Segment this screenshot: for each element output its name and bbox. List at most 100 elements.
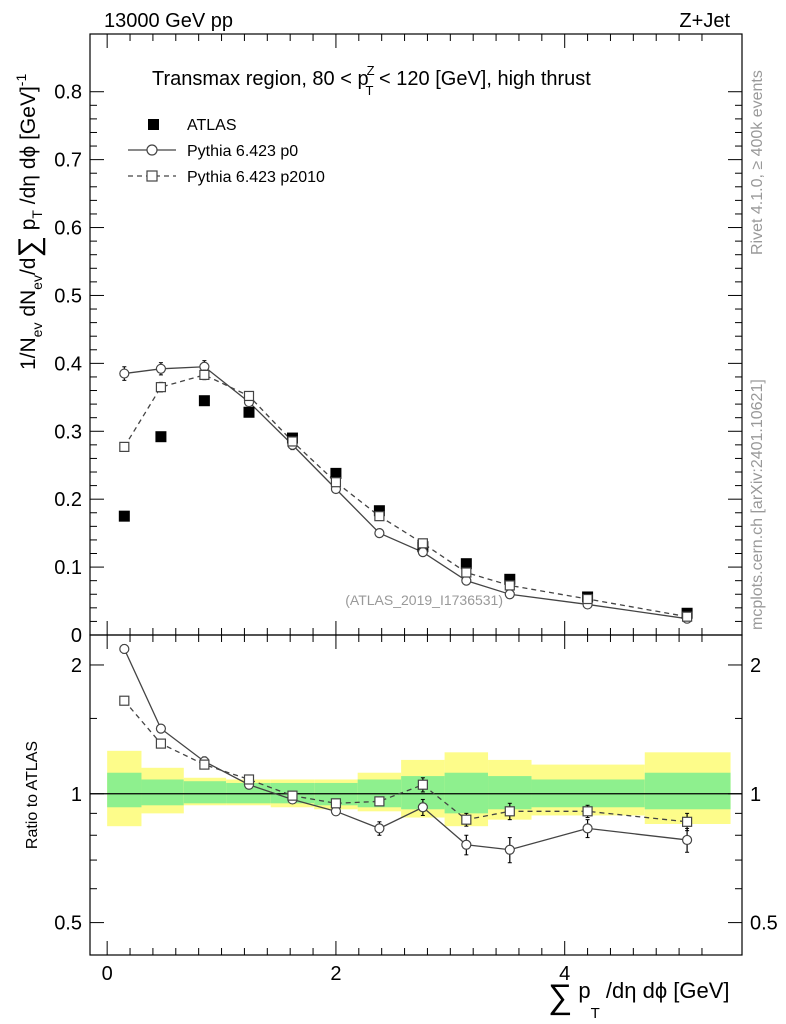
ratio-band-inner [183,781,227,804]
p2010-point [287,436,298,447]
p2010-point [582,593,593,605]
ratio-p2010-point [374,796,385,807]
ratio-series-line-0 [123,648,688,851]
main-ytick-label: 0.1 [54,557,82,579]
ylabel-part-c: /d [17,258,40,276]
ratio-band-inner [141,779,184,806]
ratio-p2010-point [417,779,428,790]
p0-point [504,589,515,600]
ratio-markers [119,643,693,864]
plot-title-pre: Transmax region, 80 < p [152,68,369,90]
ratio-series-line-1 [123,700,688,823]
main-panel: 0 0.1 0.2 0.3 0.4 0.5 0.6 0.7 0.8 Transmax regio… [13,33,743,647]
ratio-p0-point [681,834,693,846]
main-ytick-label: 0 [71,625,82,647]
ratio-p0-point [119,643,130,655]
header-left: 13000 GeV pp [104,10,233,32]
legend-p0-label: Pythia 6.423 p0 [187,143,298,160]
legend-p0-marker [146,144,158,156]
ratio-p2010-point [243,774,255,785]
ratio-p2010-point [119,695,130,706]
p2010-point [330,477,342,488]
atlas-data-point [460,558,472,570]
ratio-ytick-label: 1 [71,784,82,806]
ratio-p2010-point [330,798,342,809]
xlabel-sum-symbol: ∑ [548,978,572,1016]
atlas-data-point [198,395,210,407]
ratio-band-inner [107,772,142,808]
p2010-point [199,369,210,381]
xlabel: ∑ pT /dη dϕ [GeV] [548,978,730,1022]
xlabel-rest: /dη dϕ [GeV] [600,978,730,1003]
ratio-p2010-point [287,790,298,801]
ylabel-part-e: /dη dϕ [GeV] [17,86,40,210]
ratio-ytick-label-right: 1 [750,784,761,806]
p0-point [155,363,167,374]
main-series-line-1 [124,366,688,620]
ratio-frame [89,634,743,956]
atlas-data-point [243,406,255,418]
plot-title: Transmax region, 80 < pZ T < 120 [GeV], h… [152,63,591,98]
p2010-point [155,382,167,393]
ratio-xtick-label: 4 [559,963,570,985]
legend-p2010-label: Pythia 6.423 p2010 [187,169,325,186]
ylabel-part-a: 1/N [17,337,40,370]
main-ytick-label: 0.3 [54,421,82,443]
ratio-band-inner [644,772,731,810]
analysis-watermark: (ATLAS_2019_I1736531) [345,592,503,608]
ratio-p0-point [374,823,385,834]
p2010-point [417,538,428,549]
p0-point [119,368,130,379]
ratio-p2010-point [199,759,210,770]
ratio-p2010-point [504,806,515,817]
xlabel-p: p [572,978,590,1003]
p2010-point [461,567,472,578]
ratio-ytick-label: 2 [71,655,82,677]
ratio-p0-point [461,839,472,850]
main-ytick-label: 0.5 [54,285,82,307]
p2010-point [374,511,385,522]
main-ytick-label: 0.7 [54,150,82,172]
main-markers [118,360,693,624]
ylabel-sum-symbol: ∑ [13,236,46,257]
ratio-p0-point [504,844,515,855]
main-ytick-label: 0.2 [54,489,82,511]
ylabel-part-b: dN [17,290,40,323]
p2010-point [681,611,693,622]
ratio-band-inner [444,772,489,814]
main-axis-ticks: 0 0.1 0.2 0.3 0.4 0.5 0.6 0.7 0.8 [54,34,742,647]
ratio-xtick-label: 2 [330,963,341,985]
ratio-panel: 0.5 0.5 1 1 2 2 0 2 4 Ratio to ATLAS [24,634,778,985]
ratio-p0-point [417,802,428,813]
main-series-lines [123,366,688,620]
ratio-p2010-point [582,806,593,817]
ylabel-part-d: p [17,219,40,237]
legend-atlas-label: ATLAS [187,117,237,134]
ratio-ylabel: Ratio to ATLAS [24,741,41,849]
ratio-ytick-label-right: 0.5 [750,913,778,935]
ratio-xtick-label: 0 [102,963,113,985]
atlas-data-point [504,573,516,585]
p2010-point [119,441,130,452]
main-ylabel: 1/Nev dNev/d∑ pT /dη dϕ [GeV]-1 [13,74,46,370]
ylabel-part-b-sub: ev [29,275,45,290]
plot-title-sub: T [366,83,374,98]
legend: ATLAS Pythia 6.423 p0 Pythia 6.423 p2010 [128,117,325,186]
plot-title-sup: Z [367,63,375,78]
xlabel-p-sub: T [591,1005,600,1022]
atlas-data-point [118,510,130,522]
main-ytick-label: 0.6 [54,218,82,240]
rivet-label: Rivet 4.1.0, ≥ 400k events [749,70,766,255]
ratio-axis-ticks: 0.5 0.5 1 1 2 2 0 2 4 [54,635,778,985]
ratio-p0-point [582,823,593,834]
atlas-data-point [373,505,385,517]
legend-p2010-marker [146,170,158,182]
ratio-ytick-label-right: 2 [750,655,761,677]
atlas-data-point [330,467,342,479]
plot-title-post: < 120 [GeV], high thrust [374,68,592,90]
ylabel-part-e-sup: -1 [13,74,29,87]
p2010-point [243,390,255,402]
p0-point [417,547,428,558]
main-ytick-label: 0.4 [54,353,82,375]
